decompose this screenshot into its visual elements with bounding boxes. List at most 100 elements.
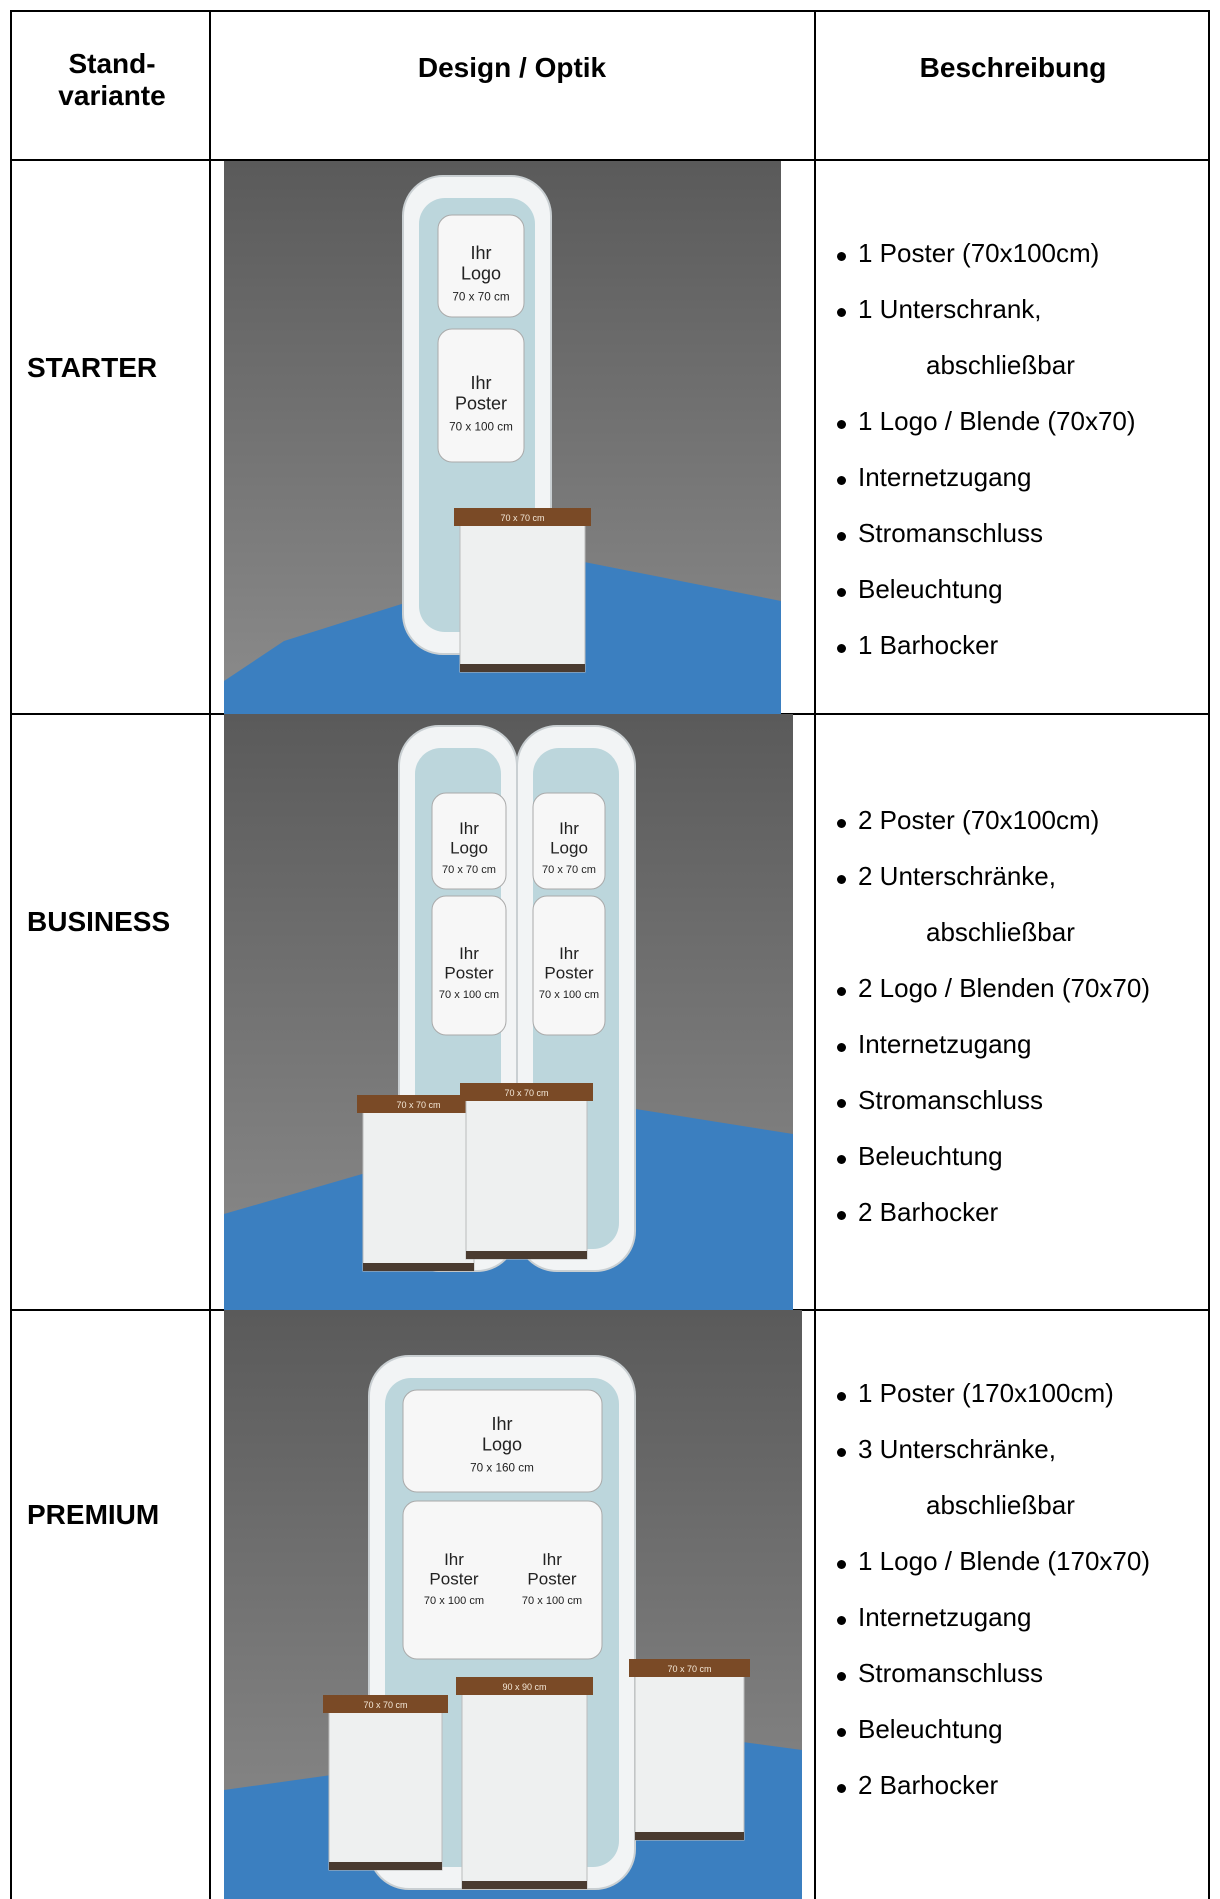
counter-base [460, 664, 585, 672]
border [1208, 10, 1210, 1899]
panel [437, 328, 525, 463]
bullet [837, 252, 846, 261]
border [814, 10, 816, 1899]
panel [431, 792, 507, 890]
counter-label: 70 x 70 cm [363, 1700, 407, 1710]
border [209, 10, 211, 1899]
panel-label: Poster [429, 1570, 478, 1589]
counter-top [357, 1095, 480, 1113]
panel-label: Ihr [559, 819, 579, 838]
border [10, 159, 1210, 161]
item-text: Beleuchtung [858, 1141, 1003, 1171]
counter [459, 521, 586, 673]
counter-base [635, 1832, 744, 1840]
counter-label: 70 x 70 cm [667, 1664, 711, 1674]
counter [634, 1672, 745, 1841]
counter-top [456, 1677, 593, 1695]
bullet [837, 476, 846, 485]
panel-label: 70 x 100 cm [449, 420, 513, 433]
counter-top [460, 1083, 593, 1101]
counter-top [454, 508, 591, 526]
item-text: 3 Unterschränke, [858, 1434, 1056, 1464]
counter [461, 1690, 588, 1890]
panel-label: Ihr [470, 243, 491, 263]
item-text: abschließbar [926, 350, 1075, 380]
item-text: Internetzugang [858, 1029, 1032, 1059]
panel-label: Ihr [459, 944, 479, 963]
panel-label: Ihr [459, 819, 479, 838]
item-text: Stromanschluss [858, 1085, 1043, 1115]
counter-label: 70 x 70 cm [396, 1100, 440, 1110]
item-text: 1 Poster (170x100cm) [858, 1378, 1114, 1408]
bullet [837, 1616, 846, 1625]
panel [437, 214, 525, 318]
panel-label: 70 x 160 cm [470, 1461, 534, 1474]
item-text: 2 Logo / Blenden (70x70) [858, 973, 1150, 1003]
panel [402, 1389, 603, 1493]
counter-top [629, 1659, 750, 1677]
bullet [837, 644, 846, 653]
item-text: abschließbar [926, 1490, 1075, 1520]
panel-label: 70 x 100 cm [424, 1595, 484, 1607]
item-text: Beleuchtung [858, 574, 1003, 604]
panel-label: 70 x 70 cm [442, 864, 496, 876]
counter-label: 70 x 70 cm [500, 513, 544, 523]
bullet [837, 875, 846, 884]
panel [402, 1500, 603, 1660]
bullet [837, 1043, 846, 1052]
panel-label: Logo [482, 1435, 522, 1455]
panel-label: Poster [544, 964, 593, 983]
item-text: 2 Barhocker [858, 1770, 999, 1800]
counter-base [466, 1251, 587, 1259]
item-text: abschließbar [926, 917, 1075, 947]
panel-label: Ihr [542, 1550, 562, 1569]
row-name: PREMIUM [27, 1499, 160, 1530]
panel [431, 895, 507, 1036]
panel-label: Logo [461, 264, 501, 284]
item-text: Stromanschluss [858, 518, 1043, 548]
border [10, 10, 12, 1899]
counter-base [329, 1862, 442, 1870]
bullet [837, 1784, 846, 1793]
item-text: 1 Unterschrank, [858, 294, 1042, 324]
border [10, 10, 1210, 12]
item-text: 1 Poster (70x100cm) [858, 238, 1100, 268]
panel-label: Ihr [470, 373, 491, 393]
item-text: Internetzugang [858, 1602, 1032, 1632]
bullet [837, 1728, 846, 1737]
panel-label: Ihr [491, 1414, 512, 1434]
panel-label: Logo [550, 839, 588, 858]
bullet [837, 1448, 846, 1457]
bullet [837, 588, 846, 597]
item-text: 2 Barhocker [858, 1197, 999, 1227]
panel-label: Poster [527, 1570, 576, 1589]
panel-label: 70 x 70 cm [452, 290, 509, 303]
bullet [837, 1211, 846, 1220]
bullet [837, 819, 846, 828]
bullet [837, 1392, 846, 1401]
bullet [837, 1099, 846, 1108]
bullet [837, 532, 846, 541]
panel [532, 792, 606, 890]
item-text: 2 Poster (70x100cm) [858, 805, 1100, 835]
panel-label: 70 x 100 cm [539, 989, 599, 1001]
panel-label: 70 x 100 cm [439, 989, 499, 1001]
row-name: BUSINESS [27, 906, 171, 937]
counter-label: 90 x 90 cm [502, 1682, 546, 1692]
item-text: 2 Unterschränke, [858, 861, 1056, 891]
panel-label: Poster [444, 964, 493, 983]
panel-label: Ihr [444, 1550, 464, 1569]
item-text: Beleuchtung [858, 1714, 1003, 1744]
counter [328, 1708, 443, 1871]
header: Beschreibung [919, 52, 1107, 83]
item-text: Stromanschluss [858, 1658, 1043, 1688]
bullet [837, 308, 846, 317]
counter-base [462, 1881, 587, 1889]
bullet [837, 1672, 846, 1681]
item-text: 1 Barhocker [858, 630, 999, 660]
panel-label: Logo [450, 839, 488, 858]
item-text: Internetzugang [858, 462, 1032, 492]
